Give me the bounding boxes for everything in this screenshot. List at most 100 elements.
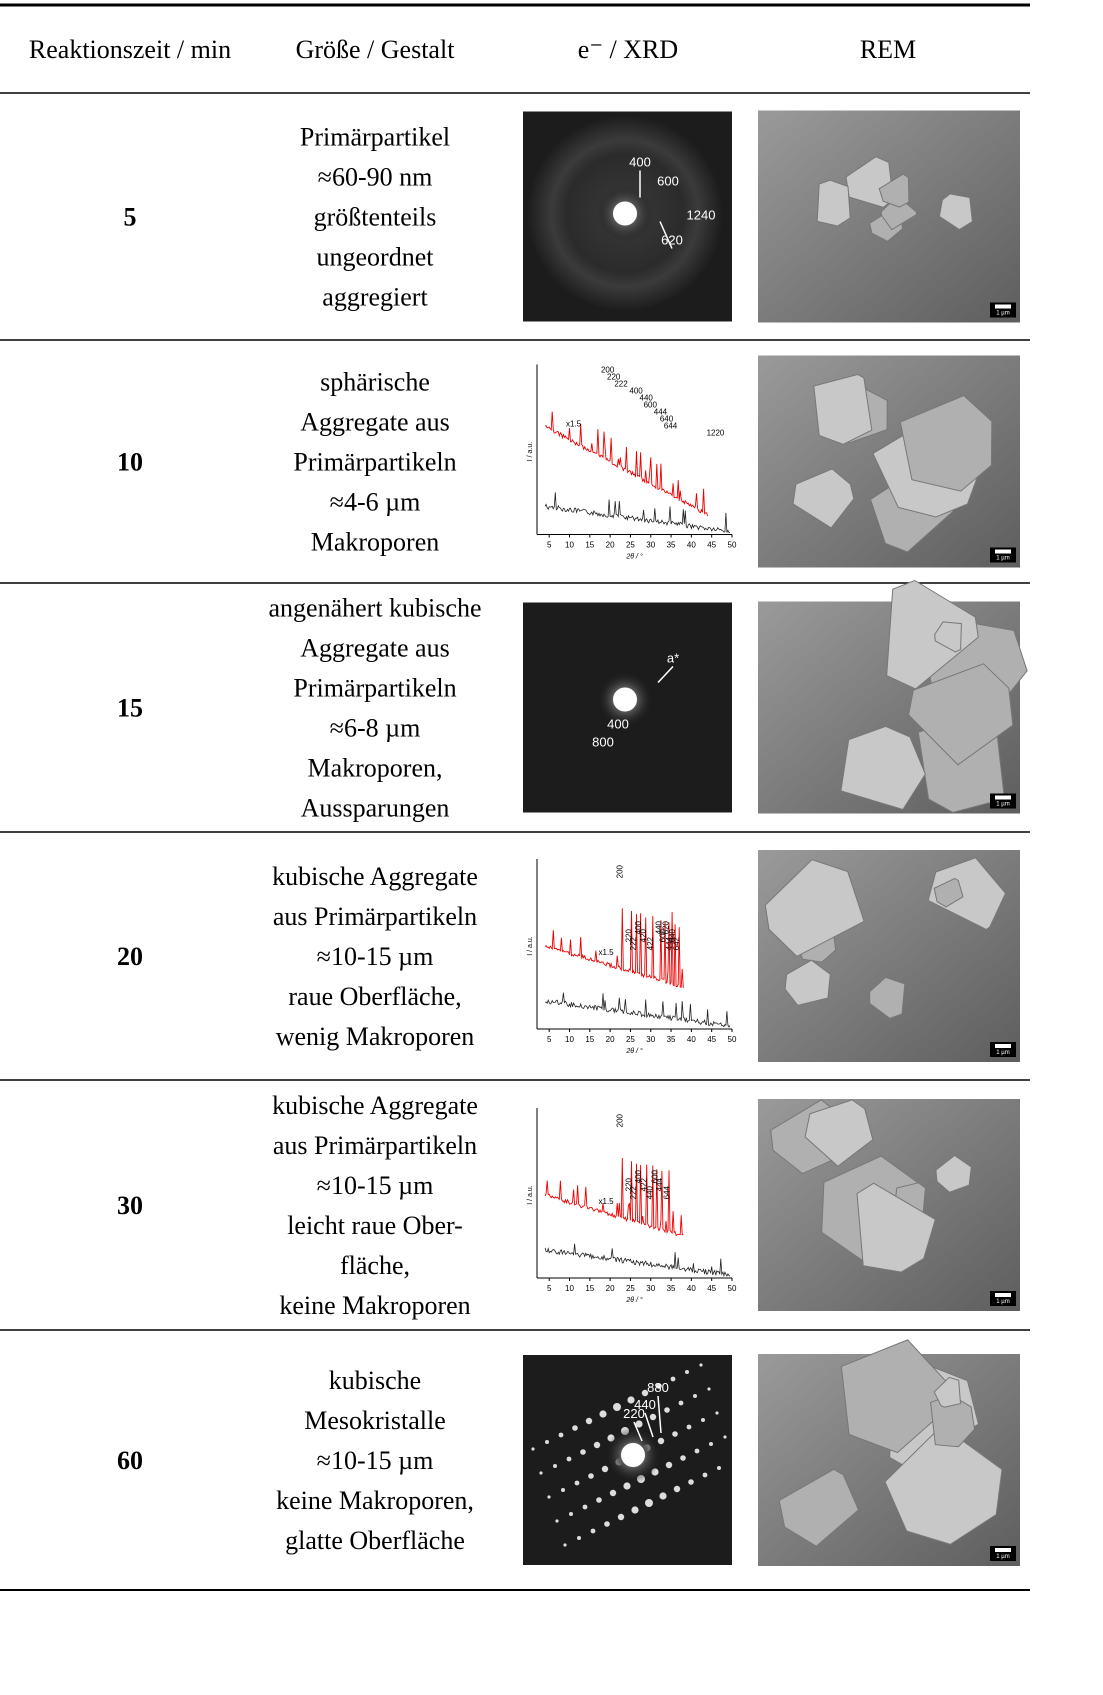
description-line: aggregiert: [322, 283, 428, 312]
scale-bar-label: 1 µm: [996, 311, 1009, 317]
description-line: keine Makroporen,: [276, 1486, 474, 1515]
ed-reflex: [553, 1464, 557, 1468]
description-line: aus Primärpartikeln: [273, 1131, 477, 1160]
ed-arrow: [633, 1421, 643, 1442]
ed-reflex: [672, 1431, 678, 1437]
xrd-tick-label: 40: [687, 541, 696, 550]
description-line: Aussparungen: [301, 794, 450, 823]
ed-reflex: [623, 1482, 631, 1490]
scale-bar: [995, 1548, 1011, 1552]
xrd-peak-label: 220: [625, 1177, 634, 1191]
ed-label: 880: [647, 1380, 669, 1395]
ed-reflex: [699, 1363, 703, 1367]
ed-reflex: [665, 1461, 673, 1469]
description-line: Primärpartikeln: [293, 448, 456, 477]
xrd-tick-label: 40: [687, 1284, 696, 1293]
ed-label: 400: [607, 717, 629, 732]
description-line: ≈60-90 nm: [318, 163, 433, 192]
xrd-background: [523, 356, 732, 567]
xrd-tick-label: 10: [565, 541, 574, 550]
xrd-peak-label: 400: [629, 387, 643, 396]
xrd-curve-black: [544, 992, 731, 1028]
scale-bar: [995, 549, 1011, 554]
ed-reflex: [685, 1370, 689, 1374]
reaction-time: 5: [124, 203, 137, 232]
xrd-tick-label: 10: [565, 1035, 574, 1044]
description-line: Primärpartikeln: [293, 674, 456, 703]
xrd-peak-label: 222: [629, 936, 638, 950]
xrd-tick-label: 35: [667, 541, 676, 550]
scale-bar-label: 1 µm: [996, 1299, 1009, 1305]
description-line: größtenteils: [314, 203, 437, 232]
xrd-peak-label: 440: [645, 1185, 654, 1199]
xrd-curve-red: [544, 908, 684, 989]
sem-particle: [792, 468, 855, 529]
xrd-y-label: I / a.u.: [527, 1185, 534, 1205]
ed-reflex: [664, 1407, 670, 1413]
ed-reflex: [599, 1410, 607, 1418]
ed-reflex: [572, 1425, 578, 1431]
description-line: ≈10-15 µm: [317, 1171, 434, 1200]
description-line: aus Primärpartikeln: [273, 902, 477, 931]
ed-reflex: [558, 1432, 564, 1438]
xrd-tick-label: 25: [626, 1035, 635, 1044]
xrd-peak-label: 440: [640, 394, 654, 403]
xrd-tick-label: 45: [707, 1035, 716, 1044]
scale-bar-label: 1 µm: [996, 1050, 1009, 1056]
description-line: ≈6-8 µm: [330, 714, 421, 743]
description-line: kubische: [329, 1366, 421, 1395]
description-line: Aggregate aus: [300, 634, 449, 663]
reaction-time: 10: [117, 448, 143, 477]
xrd-tick-label: 35: [667, 1284, 676, 1293]
reaction-time: 30: [117, 1191, 143, 1220]
sem-image: 1 µm: [758, 355, 1020, 568]
description-line: Makroporen: [311, 528, 440, 557]
description-line: Mesokristalle: [304, 1406, 446, 1435]
pattern-image: 5 10 15 20 25 30 35 40 45 50 2θ / ° I / a.u. x1.5 200…: [523, 356, 737, 567]
xrd-tick-label: 15: [585, 1035, 594, 1044]
scale-bar: [995, 304, 1011, 309]
header-cell: e⁻ / XRD: [578, 35, 678, 64]
description-line: kubische Aggregate: [272, 1091, 478, 1120]
ed-reflex: [656, 1383, 662, 1389]
scale-bar: [995, 1044, 1011, 1048]
ed-reflex: [590, 1528, 596, 1534]
xrd-background: [523, 1100, 732, 1310]
description-line: ungeordnet: [317, 243, 435, 272]
ed-reflex: [547, 1495, 551, 1499]
xrd-y-label: I / a.u.: [527, 936, 534, 956]
scale-bar: [995, 795, 1011, 800]
xrd-tick-label: 25: [626, 541, 635, 550]
ed-reflex: [585, 1417, 593, 1425]
scale-bar: [995, 1293, 1011, 1297]
description-line: wenig Makroporen: [276, 1022, 475, 1051]
pattern-image: a* 400 800: [523, 602, 732, 813]
xrd-peak-label: 200: [615, 1113, 624, 1127]
xrd-curve-black: [544, 1243, 731, 1278]
reaction-time: 20: [117, 942, 143, 971]
xrd-peak-label: 440: [654, 920, 663, 934]
sem-image: 1 µm: [758, 1339, 1020, 1566]
xrd-curve-black: [544, 492, 730, 533]
pattern-image: 5 10 15 20 25 30 35 40 45 50 2θ / ° I / a.u. x1.5 200…: [523, 1100, 737, 1310]
sem-particle: [899, 395, 993, 492]
xrd-peak-label: 220: [607, 373, 621, 382]
description-line: ≈10-15 µm: [317, 942, 434, 971]
xrd-peak-label: 444: [654, 408, 668, 417]
xrd-peak-label: 222: [629, 1185, 638, 1199]
sem-particle: [804, 1099, 874, 1167]
ed-reflex: [563, 1543, 567, 1547]
xrd-background: [523, 851, 732, 1061]
sem-particle: [816, 179, 851, 227]
xrd-scale-note: x1.5: [599, 1197, 615, 1206]
ed-arrow: [644, 1412, 654, 1438]
description-line: Aggregate aus: [300, 408, 449, 437]
xrd-peak-label: 222: [614, 380, 628, 389]
ed-reflex: [631, 1506, 639, 1514]
xrd-x-label: 2θ / °: [625, 1047, 643, 1055]
xrd-tick-label: 45: [707, 541, 716, 550]
reaction-time: 15: [117, 694, 143, 723]
